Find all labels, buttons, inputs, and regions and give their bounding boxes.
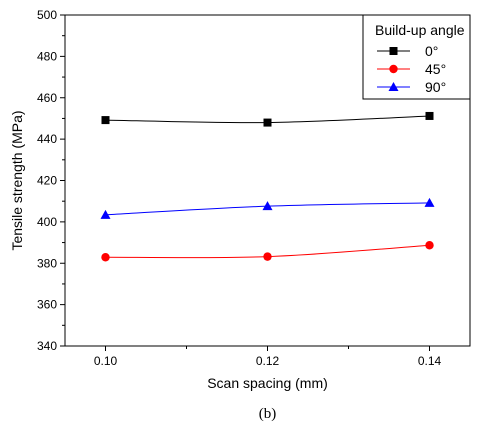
legend-marker [389, 47, 398, 55]
legend-label: 90° [425, 79, 446, 95]
y-tick-label: 420 [37, 174, 57, 188]
legend: Build-up angle 0° 45° 90° [362, 14, 471, 100]
legend-marker [389, 64, 398, 74]
y-tick-label: 360 [37, 298, 57, 312]
data-point [425, 111, 434, 120]
y-tick-label: 500 [37, 8, 57, 22]
figure-caption: (b) [259, 406, 277, 422]
legend-box [362, 14, 471, 100]
legend-label: 0° [425, 43, 438, 59]
series-lines [105, 115, 430, 259]
data-point [101, 253, 110, 262]
x-axis-ticks: 0.10 0.12 0.14 [94, 346, 442, 368]
data-point [262, 201, 273, 211]
legend-label: 45° [425, 61, 446, 77]
legend-entries: 0° 45° 90° [377, 43, 446, 95]
y-tick-label: 340 [37, 339, 57, 353]
data-point [263, 118, 272, 127]
y-axis-ticks: 340 360 380 400 420 440 460 480 500 [37, 8, 65, 353]
data-point [100, 209, 111, 219]
y-tick-label: 480 [37, 49, 57, 63]
y-axis-title: Tensile strength (MPa) [9, 110, 25, 250]
x-axis-title: Scan spacing (mm) [207, 375, 328, 391]
data-point [101, 116, 110, 125]
legend-title: Build-up angle [375, 22, 465, 38]
x-tick-label: 0.10 [94, 354, 118, 368]
x-tick-label: 0.12 [256, 354, 280, 368]
series-markers [100, 111, 435, 262]
y-tick-label: 380 [37, 256, 57, 270]
x-tick-label: 0.14 [418, 354, 442, 368]
data-point [424, 197, 435, 207]
y-tick-label: 400 [37, 215, 57, 229]
data-point [263, 252, 272, 261]
y-tick-label: 460 [37, 91, 57, 105]
data-point [425, 241, 434, 250]
legend-marker [388, 82, 399, 91]
y-tick-label: 440 [37, 132, 57, 146]
